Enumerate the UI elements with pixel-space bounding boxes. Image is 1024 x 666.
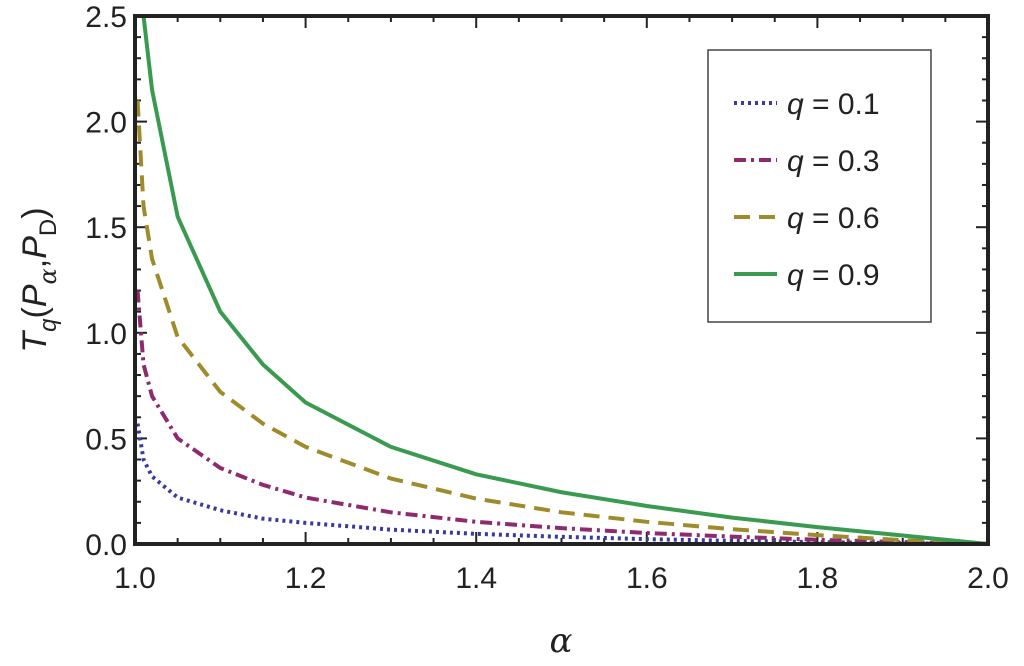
legend: q = 0.1q = 0.3q = 0.6q = 0.9	[707, 49, 932, 323]
y-tick-label: 0.0	[85, 529, 127, 562]
series-line-2	[135, 290, 988, 544]
y-label-close-paren: )	[16, 207, 54, 218]
y-label-comma: ,	[16, 259, 54, 268]
y-tick-label: 2.0	[85, 107, 127, 140]
x-axis-label: α	[550, 621, 573, 661]
x-tick-label: 1.2	[285, 562, 327, 595]
y-label-alpha: α	[34, 268, 62, 284]
y-label-T: T	[16, 330, 54, 353]
legend-box	[707, 49, 932, 323]
y-label-P2: P	[16, 236, 54, 259]
y-tick-label: 2.5	[85, 1, 127, 34]
legend-q: q	[787, 259, 804, 292]
plot-frame	[133, 14, 990, 546]
y-axis-label: Tq(Pα,PD)	[16, 207, 62, 352]
series-line-4	[141, 16, 988, 544]
y-label-P1: P	[16, 284, 54, 307]
y-tick-labels: 0.0 0.5 1.0 1.5 2.0 2.5	[85, 1, 127, 562]
x-tick-label: 1.0	[114, 562, 156, 595]
legend-items: q = 0.1q = 0.3q = 0.6q = 0.9	[734, 88, 880, 292]
legend-q: q	[787, 145, 804, 178]
y-tick-label: 1.5	[85, 212, 127, 245]
legend-label-1: q = 0.1	[787, 88, 880, 121]
x-tick-label: 1.6	[626, 562, 668, 595]
legend-value: = 0.6	[804, 202, 880, 235]
legend-value: = 0.1	[804, 88, 880, 121]
legend-value: = 0.9	[804, 259, 880, 292]
legend-label-4: q = 0.9	[787, 259, 880, 292]
y-label-D: D	[35, 219, 62, 236]
x-tick-labels: 1.0 1.2 1.4 1.6 1.8 2.0	[114, 562, 1009, 595]
y-label-q: q	[35, 318, 62, 332]
series-line-3	[135, 100, 988, 544]
x-tick-label: 1.4	[455, 562, 497, 595]
y-label-open-paren: (	[16, 306, 54, 318]
legend-value: = 0.3	[804, 145, 880, 178]
legend-label-3: q = 0.6	[787, 202, 880, 235]
x-tick-label: 1.8	[797, 562, 839, 595]
y-tick-label: 1.0	[85, 318, 127, 351]
legend-q: q	[787, 88, 804, 121]
legend-q: q	[787, 202, 804, 235]
y-tick-label: 0.5	[85, 423, 127, 456]
legend-label-2: q = 0.3	[787, 145, 880, 178]
x-tick-label: 2.0	[967, 562, 1009, 595]
series-lines	[135, 16, 988, 544]
